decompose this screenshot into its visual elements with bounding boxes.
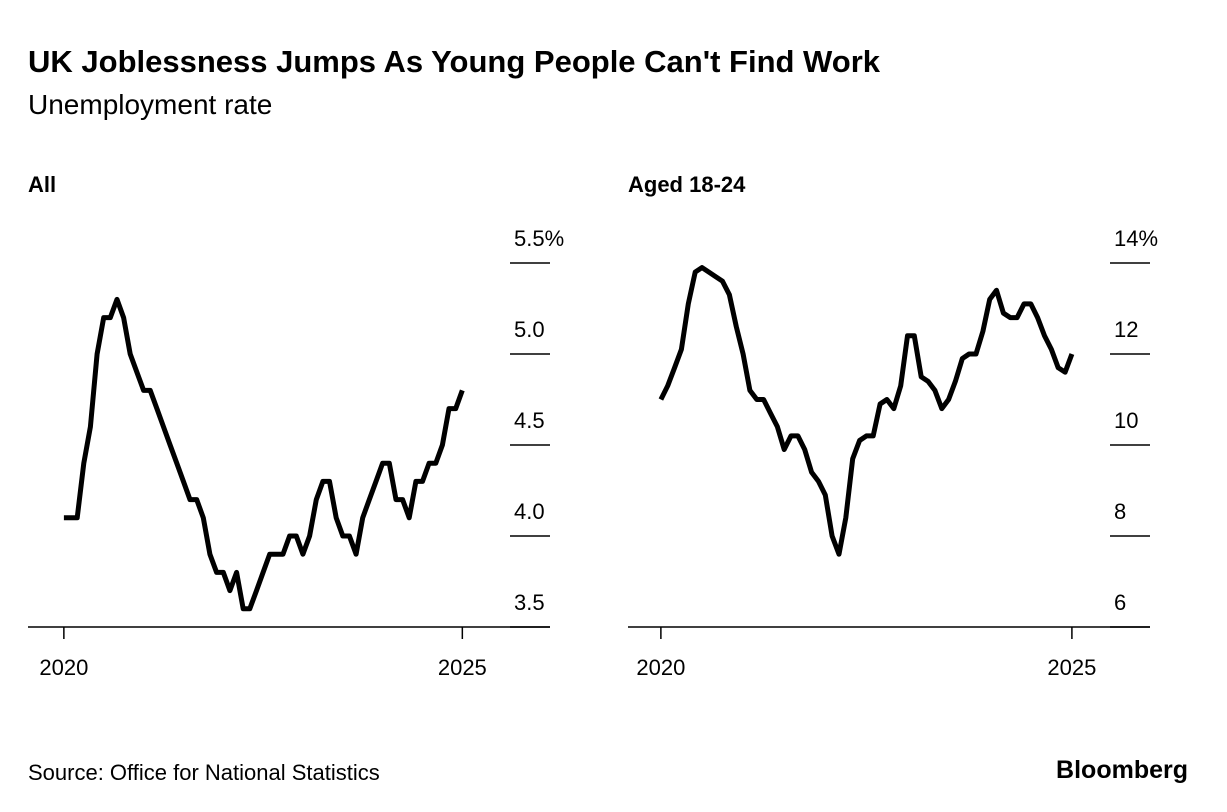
y-tick-label: 4.0 <box>514 499 545 524</box>
subtitle: Unemployment rate <box>28 89 272 120</box>
y-tick-label: 14% <box>1114 226 1158 251</box>
source: Source: Office for National Statistics <box>28 760 380 785</box>
y-tick-label: 5.5% <box>514 226 564 251</box>
line <box>658 265 1075 557</box>
brand: Bloomberg <box>1056 756 1188 784</box>
y-tick-label: 4.5 <box>514 408 545 433</box>
y-tick-label: 6 <box>1114 590 1126 615</box>
x-tick-label: 2020 <box>39 655 88 680</box>
x-tick-label: 2025 <box>1047 655 1096 680</box>
y-tick-label: 3.5 <box>514 590 545 615</box>
y-tick-label: 5.0 <box>514 317 545 342</box>
y-tick-label: 10 <box>1114 408 1138 433</box>
y-tick-label: 12 <box>1114 317 1138 342</box>
chart-title: Aged 18-24 <box>628 172 746 197</box>
x-tick-label: 2020 <box>636 655 685 680</box>
chart-title: All <box>28 172 56 197</box>
x-tick-label: 2025 <box>438 655 487 680</box>
y-tick-label: 8 <box>1114 499 1126 524</box>
title: UK Joblessness Jumps As Young People Can… <box>28 44 881 79</box>
line <box>63 296 465 612</box>
